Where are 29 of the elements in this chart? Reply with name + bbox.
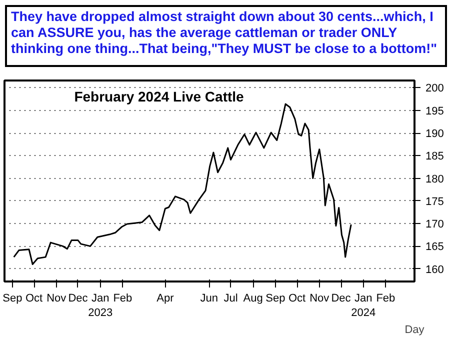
y-tick-label: 200 xyxy=(426,82,444,95)
y-tick-label: 170 xyxy=(426,218,444,231)
x-tick-label: Sep xyxy=(266,292,286,304)
x-tick-label: Oct xyxy=(25,292,43,304)
x-tick-label: Oct xyxy=(288,292,306,304)
x-tick-label: Apr xyxy=(156,292,174,304)
x-tick-label: Jun xyxy=(200,292,218,304)
x-tick-label: Dec xyxy=(68,292,88,304)
x-tick-label: Jul xyxy=(224,292,238,304)
x-tick-label: Feb xyxy=(376,292,396,304)
x-axis-title: Day xyxy=(404,324,425,336)
y-tick-label: 190 xyxy=(426,128,444,140)
y-tick-label: 180 xyxy=(426,173,444,186)
x-tick-label: Feb xyxy=(113,292,132,304)
x-tick-label: Aug xyxy=(243,292,263,304)
line-series xyxy=(13,103,352,266)
chart-title: They have dropped almost straight down about 30 cents...which, I can ASSURE you, has the average cattleman or trader ONLY thinking one thing...That being,"They MUST be close to a bottom!" xyxy=(11,9,438,58)
x-tick-label: Sep xyxy=(2,292,22,304)
y-tick-label: 185 xyxy=(426,150,444,163)
x-tick-label: Nov xyxy=(310,292,330,304)
y-tick-label: 165 xyxy=(426,241,444,254)
x-tick-label: Dec xyxy=(331,292,352,304)
x-tick-label: Nov xyxy=(46,292,67,304)
y-tick-label: 195 xyxy=(426,105,444,118)
x-tick-label: Jan 2024 xyxy=(351,292,376,319)
text: February 2024 Live Cattle xyxy=(74,88,244,105)
x-tick-label: Jan 2023 xyxy=(88,292,113,319)
y-tick-label: 160 xyxy=(426,264,444,276)
y-tick-label: 175 xyxy=(426,196,444,208)
